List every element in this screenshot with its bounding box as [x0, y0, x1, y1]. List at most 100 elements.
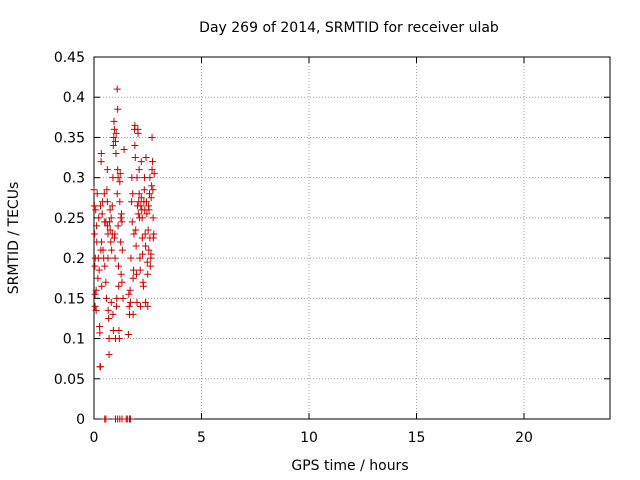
y-tick-label: 0.4 — [63, 90, 85, 106]
data-point — [144, 226, 152, 234]
y-tick-label: 0.05 — [54, 372, 85, 388]
x-tick-label: 5 — [197, 430, 206, 446]
data-point — [145, 190, 153, 198]
data-point — [93, 222, 101, 230]
x-axis-label: GPS time / hours — [291, 458, 408, 474]
data-point — [109, 310, 117, 318]
data-point — [137, 194, 145, 202]
data-point — [90, 186, 98, 194]
data-point — [118, 218, 126, 226]
data-point — [112, 150, 120, 158]
data-point — [113, 302, 121, 310]
data-point — [96, 363, 104, 371]
y-tick-label: 0 — [76, 412, 85, 428]
data-point — [90, 202, 98, 210]
data-point — [91, 290, 99, 298]
data-point — [140, 186, 148, 194]
data-point — [139, 282, 147, 290]
data-point — [116, 198, 124, 206]
data-point — [150, 170, 158, 178]
data-point — [108, 202, 116, 210]
data-point — [130, 230, 138, 238]
data-point — [105, 314, 113, 322]
data-point — [146, 262, 154, 270]
data-point — [94, 274, 102, 282]
data-point — [148, 133, 156, 141]
data-point — [118, 278, 126, 286]
data-point — [146, 174, 154, 182]
data-point — [145, 246, 153, 254]
data-point — [129, 274, 137, 282]
data-point — [106, 226, 114, 234]
data-point — [127, 298, 135, 306]
y-tick-label: 0.25 — [54, 211, 85, 227]
data-point — [113, 85, 121, 93]
data-point — [91, 230, 99, 238]
data-point — [100, 190, 108, 198]
data-point — [120, 146, 128, 154]
data-point — [133, 174, 141, 182]
data-point — [103, 186, 111, 194]
x-tick-label: 10 — [300, 430, 318, 446]
data-point — [114, 174, 122, 182]
data-point — [106, 206, 114, 214]
data-point — [129, 310, 137, 318]
data-point — [110, 117, 118, 125]
data-point — [137, 202, 145, 210]
data-point — [92, 286, 100, 294]
data-point — [142, 154, 150, 162]
data-point — [124, 331, 132, 339]
data-point — [112, 129, 120, 137]
data-point — [145, 206, 153, 214]
data-point — [129, 190, 137, 198]
data-point — [142, 298, 150, 306]
data-point — [114, 166, 122, 174]
data-point — [148, 166, 156, 174]
data-point — [131, 121, 139, 129]
data-point — [96, 202, 104, 210]
y-tick-label: 0.2 — [63, 251, 85, 267]
data-point — [110, 125, 118, 133]
y-tick-label: 0.45 — [54, 50, 85, 66]
data-point — [96, 322, 104, 330]
data-point — [134, 129, 142, 137]
data-point — [117, 214, 125, 222]
data-point — [98, 238, 106, 246]
data-point — [132, 226, 140, 234]
data-point — [97, 158, 105, 166]
y-tick-label: 0.3 — [63, 171, 85, 187]
data-point — [128, 198, 136, 206]
data-point — [111, 230, 119, 238]
data-point — [99, 246, 107, 254]
data-point — [125, 290, 133, 298]
data-point — [147, 194, 155, 202]
data-point — [114, 222, 122, 230]
data-point — [139, 250, 147, 258]
data-point — [128, 218, 136, 226]
data-point — [130, 266, 138, 274]
data-point — [131, 141, 139, 149]
data-point — [117, 238, 125, 246]
data-point — [115, 335, 123, 343]
data-point — [143, 210, 151, 218]
data-point — [116, 178, 124, 186]
data-point — [116, 170, 124, 178]
data-point — [149, 214, 157, 222]
data-point — [138, 234, 146, 242]
data-points — [90, 85, 158, 423]
data-point — [107, 298, 115, 306]
data-point — [138, 214, 146, 222]
data-point — [114, 105, 122, 113]
data-point — [107, 238, 115, 246]
chart-title: Day 269 of 2014, SRMTID for receiver ula… — [199, 20, 499, 36]
data-point — [125, 302, 133, 310]
data-point — [144, 270, 152, 278]
data-point — [141, 230, 149, 238]
data-point — [96, 329, 104, 337]
data-point — [98, 210, 106, 218]
data-point — [136, 302, 144, 310]
data-point — [105, 218, 113, 226]
data-point — [126, 286, 134, 294]
data-point — [95, 214, 103, 222]
